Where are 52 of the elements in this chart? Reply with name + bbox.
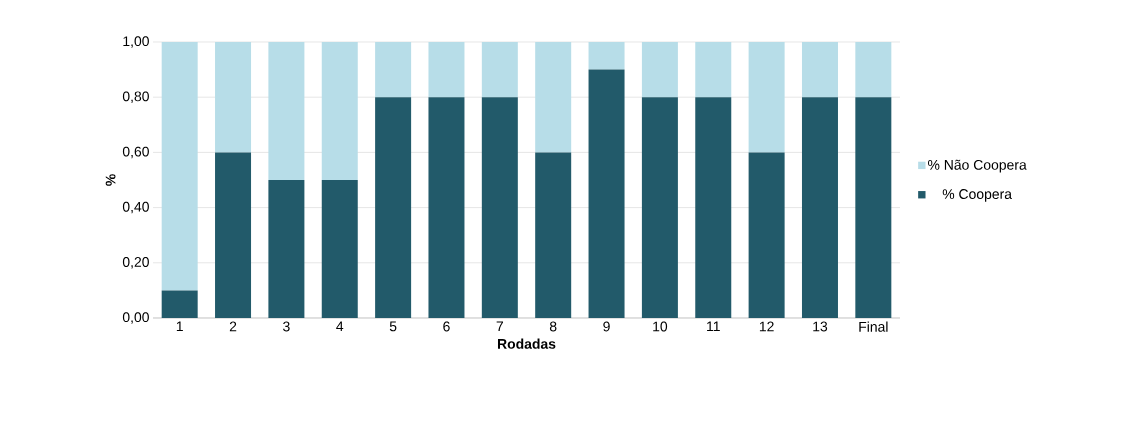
- x-tick-label: 11: [707, 321, 720, 332]
- bar: [588, 42, 625, 70]
- y-tick-label: 0,40: [122, 201, 149, 214]
- bar: [375, 97, 412, 318]
- bar: [801, 42, 838, 98]
- legend-label: % Não Coopera: [928, 159, 1027, 173]
- y-tick-label: 0,00: [122, 312, 149, 324]
- bar: [215, 42, 252, 153]
- bar: [375, 42, 412, 98]
- legend-label: % Coopera: [942, 189, 1012, 202]
- bar: [801, 97, 838, 318]
- x-tick-label: 3: [283, 321, 290, 332]
- bar: [481, 97, 518, 318]
- bar: [428, 97, 465, 318]
- bar: [321, 42, 358, 180]
- bar: [855, 42, 892, 98]
- x-tick-label: 10: [653, 321, 668, 332]
- x-tick-label: 2: [229, 321, 237, 332]
- y-tick-label: 0,80: [122, 91, 149, 103]
- bar: [748, 152, 785, 318]
- x-tick-label: 5: [389, 321, 397, 332]
- x-tick-label: 13: [813, 321, 828, 332]
- y-tick-label: 0,60: [122, 146, 149, 159]
- x-tick-label: 1: [176, 321, 183, 332]
- bar: [855, 97, 892, 318]
- x-tick-label: 4: [336, 321, 344, 332]
- bar: [215, 152, 252, 318]
- bar: [748, 42, 785, 153]
- bar: [268, 180, 305, 318]
- bar: [641, 97, 678, 318]
- y-axis-title: %: [105, 174, 116, 186]
- bar: [695, 42, 732, 98]
- bar: [535, 42, 572, 153]
- x-tick-label: 6: [443, 321, 450, 332]
- bar: [641, 42, 678, 98]
- x-tick-label: Final: [859, 321, 888, 332]
- x-tick-label: 12: [759, 321, 774, 332]
- x-tick-label: 7: [496, 321, 504, 332]
- bar: [268, 42, 305, 180]
- bar: [588, 69, 625, 318]
- x-axis-title: Rodadas: [497, 338, 556, 349]
- bar: [161, 42, 198, 291]
- bar: [321, 180, 358, 318]
- y-tick-label: 0,20: [122, 257, 149, 269]
- bar: [428, 42, 465, 98]
- x-tick-label: 9: [603, 321, 610, 332]
- bar: [535, 152, 572, 318]
- x-tick-label: 8: [549, 321, 557, 332]
- bar: [161, 290, 198, 318]
- bar: [481, 42, 518, 98]
- y-tick-label: 1,00: [123, 36, 149, 48]
- bar: [695, 97, 732, 318]
